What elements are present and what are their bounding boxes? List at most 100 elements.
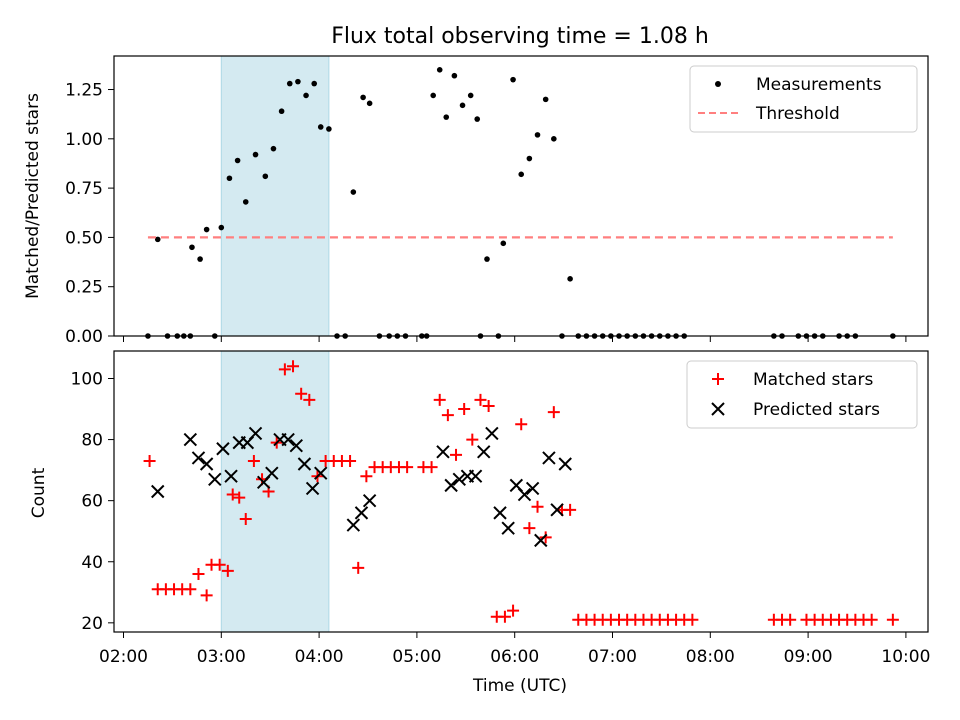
measurement-point bbox=[443, 114, 450, 120]
measurement-point bbox=[366, 100, 373, 107]
predicted-star-point bbox=[346, 518, 361, 532]
top-y-axis-label: Matched/Predicted stars bbox=[23, 93, 43, 299]
measurement-point bbox=[286, 80, 293, 87]
measurement-point bbox=[518, 171, 525, 178]
bottom-shade-fill bbox=[221, 351, 329, 632]
matched-star-point bbox=[686, 613, 699, 626]
top-y-tick-label: 0.00 bbox=[65, 327, 103, 347]
measurement-point bbox=[567, 276, 573, 282]
x-tick-label: 02:00 bbox=[99, 647, 148, 667]
top-axes-frame bbox=[113, 55, 929, 337]
top-legend: Measurements Threshold bbox=[689, 65, 918, 133]
predicted-star-point bbox=[289, 438, 303, 453]
predicted-star-point bbox=[199, 457, 214, 471]
bottom-shaded-span bbox=[220, 351, 330, 632]
matched-star-point bbox=[441, 409, 454, 422]
predicted-star-point bbox=[534, 533, 548, 548]
bottom-y-tick-label: 80 bbox=[81, 431, 103, 451]
measurement-point bbox=[534, 132, 541, 138]
measurement-point bbox=[262, 173, 269, 180]
matched-star-point bbox=[433, 393, 446, 406]
chart-title: Flux total observing time = 1.08 h bbox=[331, 24, 709, 49]
measurement-point bbox=[270, 145, 277, 152]
matched-star-point bbox=[886, 613, 899, 626]
matched-star-point bbox=[564, 503, 577, 516]
bottom-axis-ticks: 20 40 60 80 100 02:00 03:00 04:00 05:00 06:00 07:0… bbox=[71, 369, 931, 667]
matched-star-point bbox=[450, 448, 463, 461]
matched-star-point bbox=[287, 360, 300, 373]
legend-measurements-marker bbox=[715, 81, 721, 87]
matched-star-point bbox=[200, 589, 213, 602]
predicted-star-point bbox=[224, 469, 238, 483]
bottom-y-tick-label: 40 bbox=[81, 553, 103, 573]
x-tick-label: 08:00 bbox=[686, 647, 735, 667]
predicted-star-point bbox=[517, 487, 532, 502]
top-y-tick-label: 0.50 bbox=[65, 228, 103, 248]
top-shaded-span bbox=[220, 56, 330, 336]
measurement-point bbox=[526, 155, 533, 162]
x-tick-label: 09:00 bbox=[784, 647, 833, 667]
measurement-point bbox=[189, 244, 195, 251]
predicted-star-point bbox=[183, 432, 198, 447]
matched-star-point bbox=[352, 561, 365, 574]
predicted-star-point bbox=[558, 457, 572, 471]
x-tick-label: 10:00 bbox=[881, 647, 930, 667]
x-tick-label: 04:00 bbox=[295, 647, 344, 667]
legend-threshold-label: Threshold bbox=[755, 104, 840, 124]
x-tick-label: 07:00 bbox=[588, 647, 637, 667]
matched-star-point bbox=[784, 613, 797, 626]
measurement-point bbox=[467, 92, 474, 99]
top-axis-ticks: 0.00 0.25 0.50 0.75 1.00 1.25 bbox=[65, 81, 907, 347]
matched-star-point bbox=[143, 454, 156, 467]
matched-star-point bbox=[221, 564, 234, 577]
predicted-star-point bbox=[436, 445, 450, 459]
top-y-tick-label: 1.25 bbox=[65, 81, 103, 101]
measurement-point bbox=[430, 92, 437, 99]
predicted-star-point bbox=[265, 466, 279, 480]
measurement-point bbox=[311, 80, 318, 87]
x-tick-label: 03:00 bbox=[197, 647, 246, 667]
x-tick-label: 05:00 bbox=[392, 647, 441, 667]
predicted-star-point bbox=[281, 432, 295, 447]
legend-matched-label: Matched stars bbox=[753, 370, 873, 390]
top-axes: 0.00 0.25 0.50 0.75 1.00 1.25 Matched/Predict… bbox=[23, 55, 929, 347]
measurement-point bbox=[551, 136, 557, 142]
matched-star-point bbox=[233, 491, 246, 504]
matched-star-point bbox=[278, 363, 291, 376]
matched-star-point bbox=[865, 613, 878, 626]
measurement-point bbox=[317, 124, 324, 130]
bottom-axes: 20 40 60 80 100 02:00 03:00 04:00 05:00 06:00 07:0… bbox=[29, 350, 931, 696]
predicted-star-point bbox=[297, 457, 312, 471]
measurement-point bbox=[218, 224, 225, 231]
matched-star-point bbox=[303, 393, 316, 406]
top-shade-fill bbox=[221, 56, 329, 336]
measurement-point bbox=[484, 256, 490, 262]
measurement-point bbox=[226, 175, 233, 182]
predicted-star-point bbox=[468, 469, 483, 483]
predicted-star-point bbox=[452, 472, 466, 486]
measurement-point bbox=[242, 199, 249, 205]
predicted-star-point bbox=[485, 426, 499, 441]
matched-star-point bbox=[192, 567, 205, 580]
matched-star-point bbox=[295, 387, 308, 400]
bottom-plot-points bbox=[143, 360, 899, 626]
measurement-point bbox=[197, 256, 203, 262]
predicted-star-point bbox=[216, 442, 230, 456]
matched-star-point bbox=[247, 454, 260, 467]
measurement-point bbox=[500, 240, 507, 247]
matched-star-point bbox=[507, 604, 520, 617]
measurement-point bbox=[360, 94, 366, 101]
matched-star-point bbox=[531, 500, 544, 513]
bottom-legend-box bbox=[686, 360, 918, 429]
matched-star-point bbox=[213, 558, 226, 571]
bottom-y-axis-label: Count bbox=[29, 467, 49, 518]
measurement-point bbox=[350, 189, 357, 195]
matched-star-point bbox=[458, 403, 471, 416]
predicted-star-point bbox=[248, 426, 263, 441]
predicted-star-point bbox=[501, 521, 515, 535]
measurement-point bbox=[474, 116, 481, 122]
measurement-point bbox=[295, 78, 301, 85]
predicted-star-point bbox=[550, 503, 564, 517]
measurement-point bbox=[278, 108, 285, 115]
